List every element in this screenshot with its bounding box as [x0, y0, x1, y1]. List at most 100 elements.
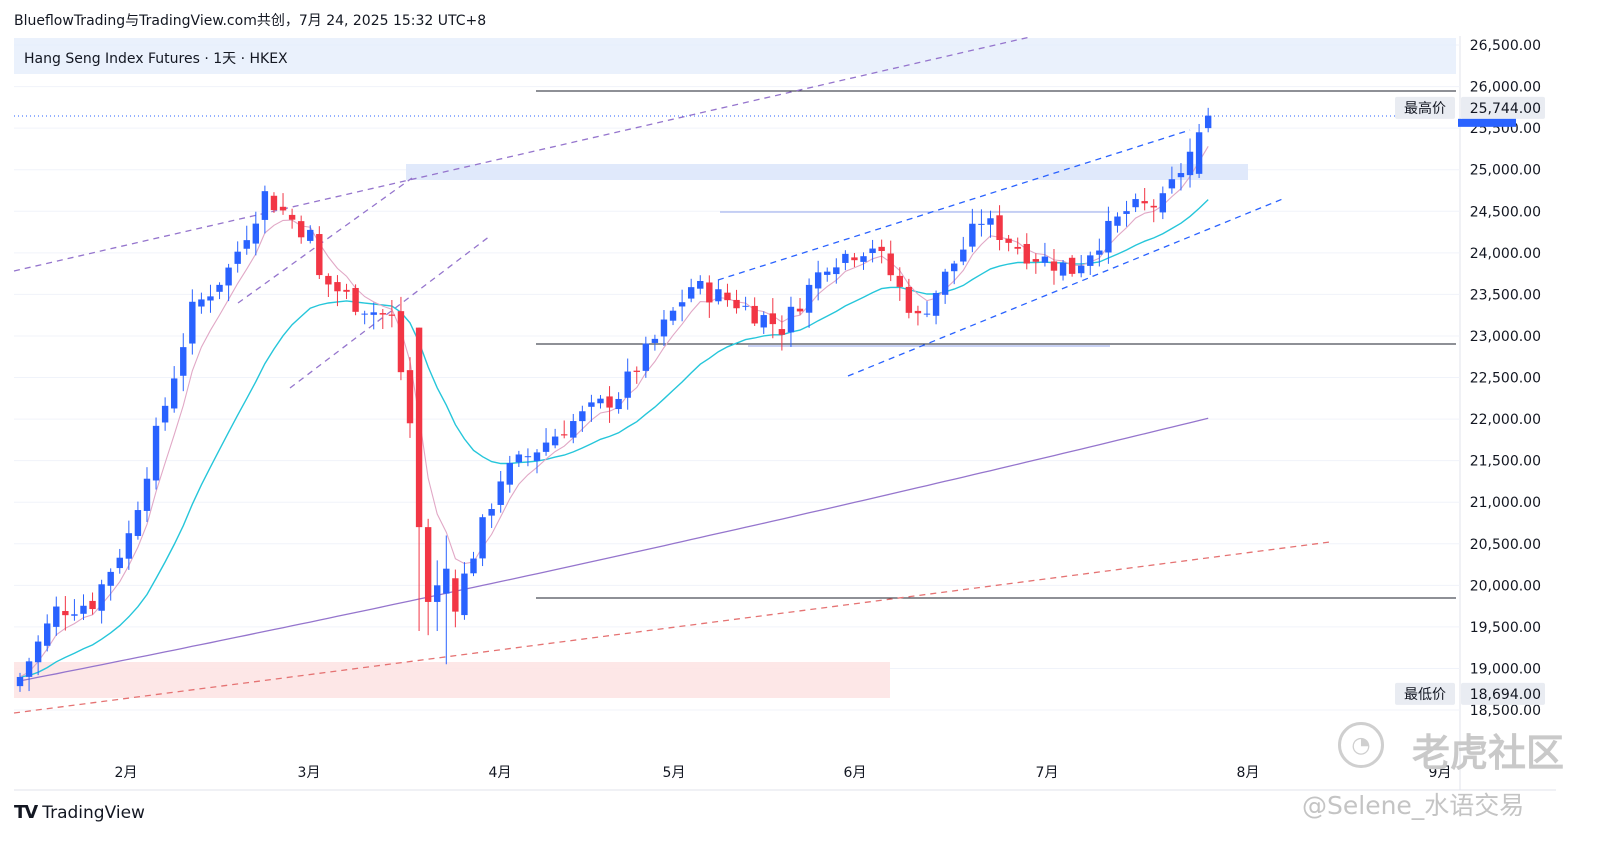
candle-up — [216, 282, 223, 300]
candle-body — [551, 436, 559, 446]
channel-lower-pink — [13, 541, 1331, 714]
candle-down — [878, 239, 885, 264]
candle-up — [1159, 186, 1167, 220]
feb-trend-up — [237, 177, 413, 304]
candle-down — [1150, 199, 1157, 223]
candle-body — [597, 398, 604, 404]
watermark-user: @Selene_水语交易 — [1302, 791, 1525, 820]
candle-body — [669, 310, 677, 321]
candle-body — [842, 253, 849, 263]
candle-up — [951, 260, 958, 285]
candle-body — [506, 462, 513, 485]
candle-body — [1132, 199, 1139, 208]
candle-up — [506, 455, 513, 493]
candle-body — [715, 289, 722, 302]
candle-up — [515, 450, 523, 467]
feb-trend-low — [289, 235, 491, 389]
x-axis-ticks: 2月 3月 4月 5月 6月 7月 8月 9月 — [115, 765, 1452, 781]
candle-down — [89, 592, 96, 615]
moving-averages — [19, 146, 1209, 682]
candle-body — [941, 271, 949, 295]
candle-body — [252, 223, 260, 244]
candle-body — [1168, 179, 1176, 189]
x-tick-label: 8月 — [1237, 765, 1260, 781]
candle-up — [969, 208, 976, 253]
candle-body — [443, 568, 450, 594]
candle-body — [1059, 262, 1067, 276]
candle-up — [1114, 212, 1121, 233]
ema-mid-line — [19, 199, 1209, 678]
low-name-label: 最低价 — [1404, 687, 1446, 703]
candle-up — [742, 296, 749, 311]
y-tick-label: 23,500.00 — [1470, 287, 1541, 303]
candle-body — [234, 251, 241, 264]
candle-down — [352, 284, 359, 316]
candle-body — [932, 293, 940, 316]
candle-body — [279, 206, 287, 211]
candle-down — [406, 357, 414, 438]
candle-down — [325, 273, 332, 298]
candle-body — [606, 396, 613, 408]
candle-body — [1123, 211, 1130, 214]
candle-up — [243, 225, 250, 255]
candle-down — [778, 315, 786, 351]
candle-body — [987, 218, 994, 225]
candle-up — [987, 210, 994, 238]
candle-body — [651, 338, 659, 343]
resistance-zone — [406, 164, 1248, 180]
candle-up — [524, 448, 532, 467]
candle-up — [833, 258, 840, 284]
x-tick-label: 9月 — [1429, 765, 1452, 781]
candle-body — [125, 533, 133, 559]
candle-up — [860, 252, 867, 270]
candle-down — [397, 296, 405, 381]
candle-down — [316, 226, 323, 280]
y-tick-label: 20,500.00 — [1470, 537, 1541, 553]
candle-up — [116, 548, 123, 574]
x-tick-label: 5月 — [663, 765, 686, 781]
candle-body — [914, 310, 922, 314]
candle-up — [143, 467, 151, 523]
candle-down — [279, 193, 287, 215]
candle-body — [697, 280, 704, 289]
candle-up — [1186, 138, 1194, 188]
candle-up — [488, 503, 495, 528]
candle-up — [805, 278, 813, 328]
candle-down — [1050, 249, 1058, 285]
candle-body — [1068, 257, 1076, 274]
candle-body — [633, 370, 640, 372]
candle-up — [134, 501, 142, 540]
candle-body — [461, 573, 468, 616]
candle-up — [161, 397, 169, 431]
candle-body — [397, 311, 405, 373]
candle-body — [706, 282, 713, 303]
candle-body — [896, 275, 903, 287]
candle-up — [542, 428, 550, 456]
candle-body — [334, 282, 341, 292]
candle-body — [1195, 132, 1203, 174]
candle-body — [787, 306, 795, 333]
candle-up — [941, 268, 949, 304]
candle-body — [379, 313, 386, 315]
candle-up — [932, 290, 940, 325]
high-name-box — [1395, 96, 1455, 119]
symbol-legend[interactable]: Hang Seng Index Futures · 1天 · HKEX — [24, 51, 288, 67]
candle-up — [189, 289, 196, 355]
candle-body — [497, 481, 504, 505]
candle-down — [1032, 253, 1040, 274]
candle-body — [470, 558, 477, 574]
candle-up — [814, 260, 822, 301]
candle-down — [452, 569, 459, 628]
candle-body — [107, 571, 114, 586]
candle-up — [1204, 107, 1212, 133]
candle-up — [307, 225, 314, 244]
tradingview-brand[interactable]: TV TradingView — [14, 802, 145, 823]
candle-up — [225, 263, 232, 302]
candle-down — [606, 386, 613, 423]
candle-up — [715, 279, 722, 305]
candle-body — [678, 302, 686, 307]
watermark-text: 老虎社区 — [1412, 731, 1565, 775]
candle-up — [234, 241, 241, 273]
candle-body — [1186, 151, 1194, 176]
